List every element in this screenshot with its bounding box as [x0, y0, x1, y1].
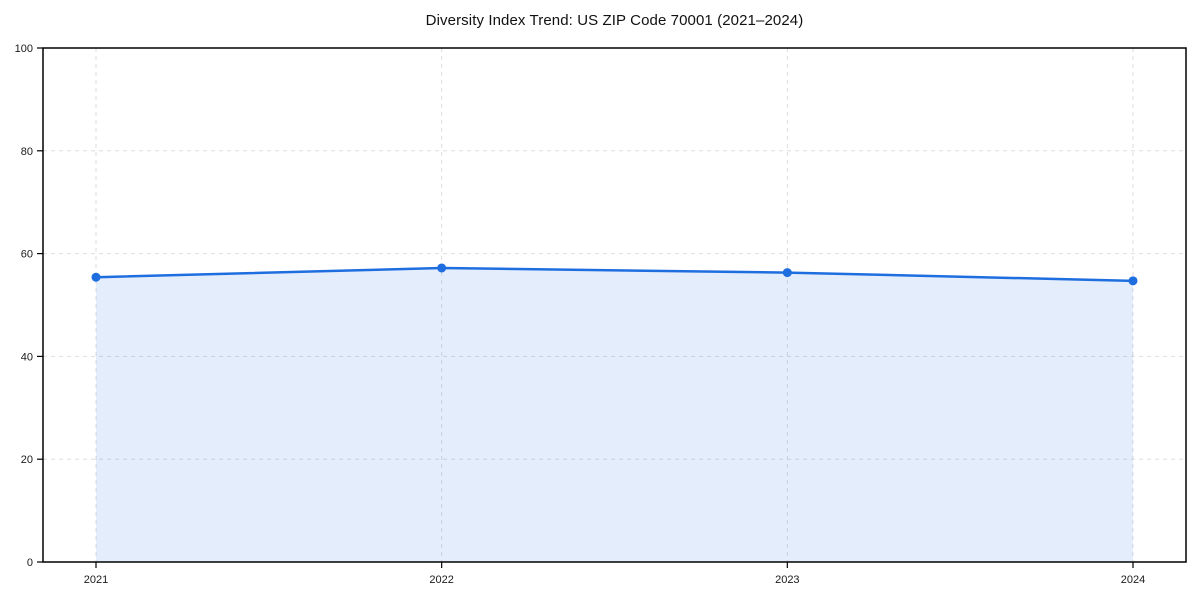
- y-tick-label: 80: [21, 146, 33, 158]
- y-tick-label: 0: [27, 557, 33, 569]
- data-point-marker: [782, 268, 792, 278]
- x-tick-label: 2023: [775, 574, 799, 586]
- x-tick-label: 2022: [429, 574, 453, 586]
- data-point-marker: [91, 272, 101, 282]
- data-point-marker: [1128, 276, 1138, 286]
- x-tick-label: 2021: [84, 574, 108, 586]
- x-tick-label: 2024: [1121, 574, 1145, 586]
- chart-title: Diversity Index Trend: US ZIP Code 70001…: [425, 12, 804, 29]
- y-tick-label: 20: [21, 454, 33, 466]
- data-point-marker: [437, 263, 447, 273]
- trend-line: [94, 266, 1135, 283]
- plot-border: [42, 47, 1187, 563]
- y-tick-label: 60: [21, 249, 33, 261]
- y-tick-label: 100: [15, 43, 33, 55]
- plot-background: [43, 48, 1186, 562]
- y-tick-label: 40: [21, 351, 33, 363]
- area-fill: [96, 267, 1133, 562]
